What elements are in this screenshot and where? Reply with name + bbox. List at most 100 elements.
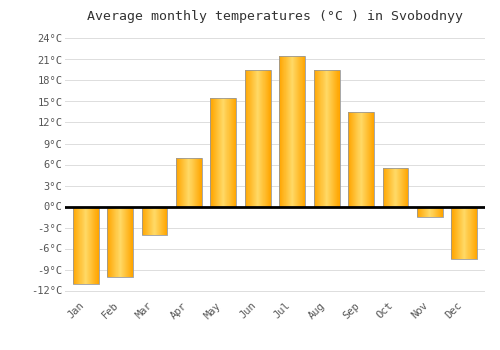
Bar (283, 56, 284, 206)
Bar (422, 206, 423, 217)
Bar (264, 70, 265, 206)
Bar (402, 168, 403, 206)
Bar (333, 70, 334, 206)
Bar (434, 206, 435, 217)
Bar (349, 112, 350, 206)
Bar (263, 70, 264, 206)
Bar (247, 70, 248, 206)
Bar (219, 98, 220, 206)
Bar (362, 112, 363, 206)
Bar (94, 206, 95, 284)
Bar (290, 56, 291, 206)
Bar (358, 112, 359, 206)
Bar (319, 70, 320, 206)
Bar (123, 206, 124, 276)
Bar (339, 70, 340, 206)
Bar (265, 70, 266, 206)
Bar (467, 206, 468, 259)
Bar (189, 158, 190, 206)
Bar (259, 70, 260, 206)
Bar (188, 158, 189, 206)
Bar (292, 56, 293, 206)
Bar (463, 206, 464, 259)
Bar (72, 206, 74, 284)
Bar (335, 70, 336, 206)
Bar (227, 98, 228, 206)
Bar (393, 168, 394, 206)
Bar (384, 168, 385, 206)
Bar (439, 206, 440, 217)
Bar (232, 98, 233, 206)
Bar (353, 112, 354, 206)
Bar (93, 206, 94, 284)
Bar (266, 70, 267, 206)
Bar (155, 206, 156, 235)
Bar (210, 98, 211, 206)
Bar (470, 206, 471, 259)
Bar (154, 206, 155, 235)
Bar (257, 70, 258, 206)
Bar (400, 168, 401, 206)
Bar (182, 158, 184, 206)
Bar (166, 206, 167, 235)
Bar (407, 168, 408, 206)
Bar (371, 112, 372, 206)
Bar (149, 206, 150, 235)
Bar (76, 206, 77, 284)
Bar (387, 168, 388, 206)
Bar (116, 206, 117, 276)
Bar (337, 70, 338, 206)
Bar (157, 206, 158, 235)
Bar (184, 158, 185, 206)
Bar (129, 206, 130, 276)
Bar (323, 70, 324, 206)
Bar (114, 206, 115, 276)
Bar (472, 206, 473, 259)
Bar (432, 206, 433, 217)
Bar (314, 70, 340, 206)
Bar (72, 206, 99, 284)
Bar (359, 112, 360, 206)
Bar (474, 206, 475, 259)
Bar (293, 56, 294, 206)
Bar (466, 206, 467, 259)
Bar (401, 168, 402, 206)
Bar (430, 206, 431, 217)
Bar (229, 98, 230, 206)
Bar (225, 98, 226, 206)
Bar (403, 168, 404, 206)
Bar (249, 70, 250, 206)
Bar (287, 56, 288, 206)
Bar (88, 206, 89, 284)
Bar (127, 206, 128, 276)
Bar (324, 70, 325, 206)
Bar (226, 98, 227, 206)
Bar (85, 206, 86, 284)
Bar (121, 206, 122, 276)
Bar (144, 206, 145, 235)
Bar (251, 70, 252, 206)
Bar (75, 206, 76, 284)
Bar (167, 206, 168, 235)
Bar (465, 206, 466, 259)
Bar (118, 206, 119, 276)
Bar (320, 70, 321, 206)
Bar (213, 98, 214, 206)
Bar (357, 112, 358, 206)
Bar (440, 206, 441, 217)
Bar (399, 168, 400, 206)
Bar (475, 206, 476, 259)
Bar (442, 206, 443, 217)
Bar (151, 206, 152, 235)
Bar (89, 206, 90, 284)
Bar (391, 168, 392, 206)
Bar (179, 158, 180, 206)
Bar (420, 206, 421, 217)
Bar (212, 98, 213, 206)
Bar (119, 206, 120, 276)
Bar (370, 112, 371, 206)
Bar (397, 168, 398, 206)
Bar (297, 56, 298, 206)
Bar (417, 206, 443, 217)
Bar (334, 70, 335, 206)
